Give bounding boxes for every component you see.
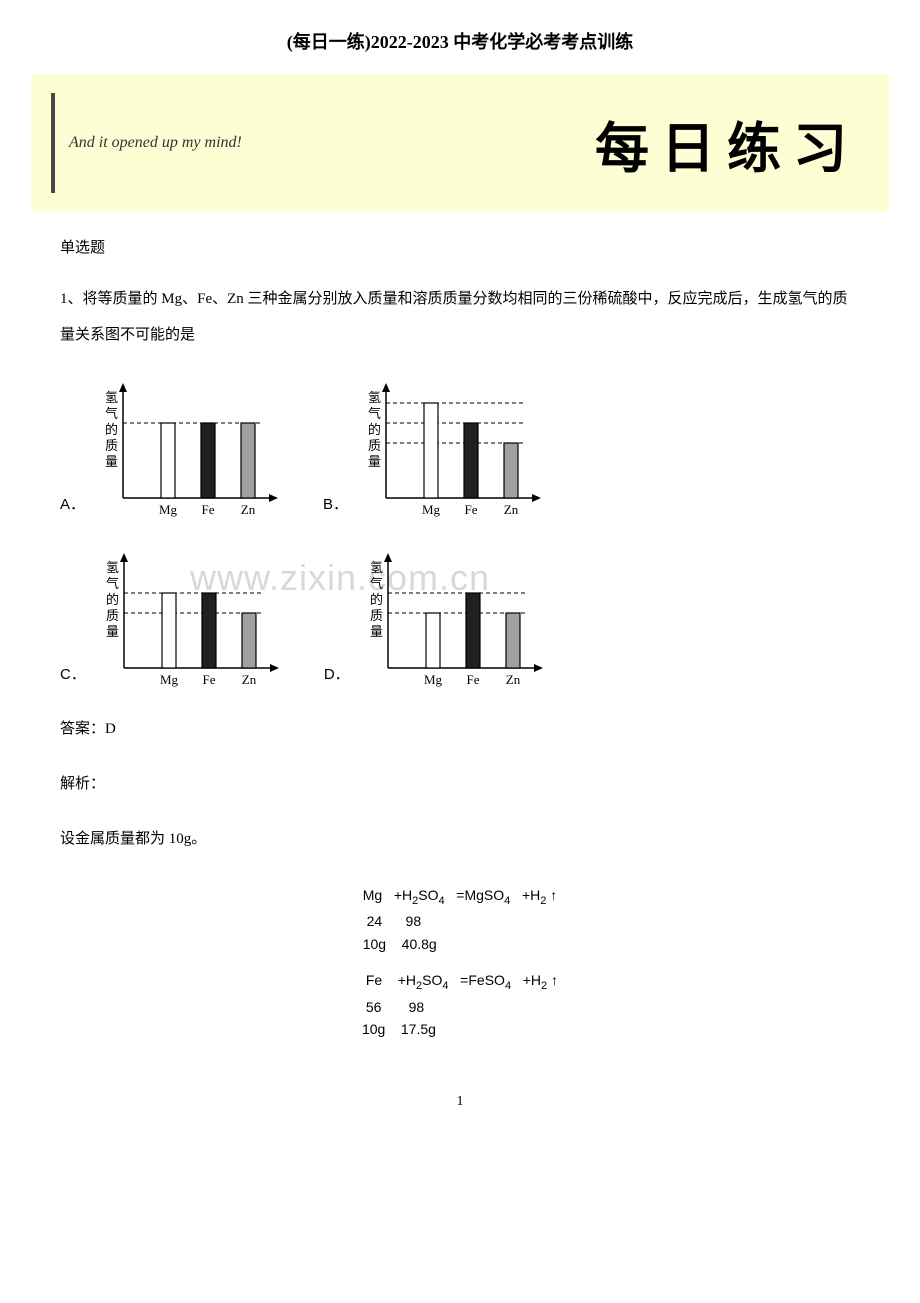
content: 单选题 1、将等质量的 Mg、Fe、Zn 三种金属分别放入质量和溶质质量分数均相… <box>0 232 920 1054</box>
svg-text:Zn: Zn <box>504 502 519 517</box>
svg-text:量: 量 <box>370 624 383 639</box>
page-title: (每日一练)2022-2023 中考化学必考考点训练 <box>0 0 920 74</box>
option-b-label: B． <box>323 488 348 523</box>
svg-text:气: 气 <box>106 576 119 591</box>
svg-text:Zn: Zn <box>505 672 520 687</box>
svg-text:氢: 氢 <box>106 560 119 575</box>
svg-text:Fe: Fe <box>202 502 215 517</box>
eq1-row3: 10g 40.8g <box>363 933 558 955</box>
eq2-row2: 56 98 <box>362 996 558 1018</box>
svg-text:Fe: Fe <box>465 502 478 517</box>
svg-text:Mg: Mg <box>159 502 178 517</box>
svg-text:Mg: Mg <box>422 502 441 517</box>
assumption: 设金属质量都为 10g。 <box>60 823 860 856</box>
eq2-row1: Fe +H2SO4 =FeSO4 +H2 ↑ <box>362 969 558 995</box>
svg-text:量: 量 <box>368 454 381 469</box>
banner: And it opened up my mind! 每日练习 <box>31 74 889 212</box>
svg-text:Zn: Zn <box>241 502 256 517</box>
equations: Mg +H2SO4 =MgSO4 +H2 ↑ 24 98 10g 40.8g F… <box>60 884 860 1054</box>
charts-row-2: C． 氢气的质量MgFeZn D． 氢气的质量MgFeZn <box>60 543 860 693</box>
eq2-row3: 10g 17.5g <box>362 1018 558 1040</box>
page-number: 1 <box>0 1094 920 1130</box>
banner-bar <box>51 93 55 193</box>
section-label: 单选题 <box>60 232 860 265</box>
chart-d-container: D． 氢气的质量 Mg Fe Zn <box>324 543 548 693</box>
svg-text:量: 量 <box>106 624 119 639</box>
svg-text:氢: 氢 <box>368 390 381 405</box>
question-number: 1、 <box>60 291 83 307</box>
chart-b: 氢气的质量 Mg Fe Zn <box>356 373 546 523</box>
svg-text:量: 量 <box>105 454 118 469</box>
svg-text:氢: 氢 <box>370 560 383 575</box>
svg-text:质: 质 <box>106 608 119 623</box>
option-d-label: D． <box>324 658 350 693</box>
chart-d: 氢气的质量 Mg Fe Zn <box>358 543 548 693</box>
svg-text:氢: 氢 <box>105 390 118 405</box>
answer: 答案：D <box>60 713 860 746</box>
banner-left: And it opened up my mind! <box>51 93 242 193</box>
charts-row-1: A． 氢气的质量MgFeZn B． 氢气的质量MgFeZn <box>60 373 860 523</box>
svg-text:的: 的 <box>368 422 381 437</box>
svg-text:气: 气 <box>105 406 118 421</box>
question-body: 将等质量的 Mg、Fe、Zn 三种金属分别放入质量和溶质质量分数均相同的三份稀硫… <box>60 291 848 343</box>
banner-english-text: And it opened up my mind! <box>69 134 242 152</box>
chart-a: 氢气的质量 Mg Fe Zn <box>93 373 283 523</box>
equation-2: Fe +H2SO4 =FeSO4 +H2 ↑ 56 98 10g 17.5g <box>362 969 558 1040</box>
svg-text:的: 的 <box>106 592 119 607</box>
svg-text:Mg: Mg <box>160 672 179 687</box>
svg-text:Fe: Fe <box>466 672 479 687</box>
option-a-label: A． <box>60 488 85 523</box>
eq1-row2: 24 98 <box>363 910 558 932</box>
svg-text:质: 质 <box>370 608 383 623</box>
svg-text:气: 气 <box>370 576 383 591</box>
question-text: 1、将等质量的 Mg、Fe、Zn 三种金属分别放入质量和溶质质量分数均相同的三份… <box>60 281 860 353</box>
chart-c: 氢气的质量 Mg Fe Zn <box>94 543 284 693</box>
chart-b-container: B． 氢气的质量 Mg Fe Zn <box>323 373 546 523</box>
svg-text:Fe: Fe <box>202 672 215 687</box>
option-c-label: C． <box>60 658 86 693</box>
svg-text:质: 质 <box>105 438 118 453</box>
svg-text:质: 质 <box>368 438 381 453</box>
svg-text:气: 气 <box>368 406 381 421</box>
svg-text:Zn: Zn <box>242 672 257 687</box>
svg-text:的: 的 <box>370 592 383 607</box>
equation-1: Mg +H2SO4 =MgSO4 +H2 ↑ 24 98 10g 40.8g <box>363 884 558 955</box>
chart-c-container: C． 氢气的质量 Mg Fe Zn <box>60 543 284 693</box>
svg-text:Mg: Mg <box>424 672 443 687</box>
eq1-row1: Mg +H2SO4 =MgSO4 +H2 ↑ <box>363 884 558 910</box>
chart-a-container: A． 氢气的质量 Mg Fe Zn <box>60 373 283 523</box>
analysis-label: 解析： <box>60 768 860 801</box>
svg-text:的: 的 <box>105 422 118 437</box>
banner-chinese-text: 每日练习 <box>595 104 859 183</box>
